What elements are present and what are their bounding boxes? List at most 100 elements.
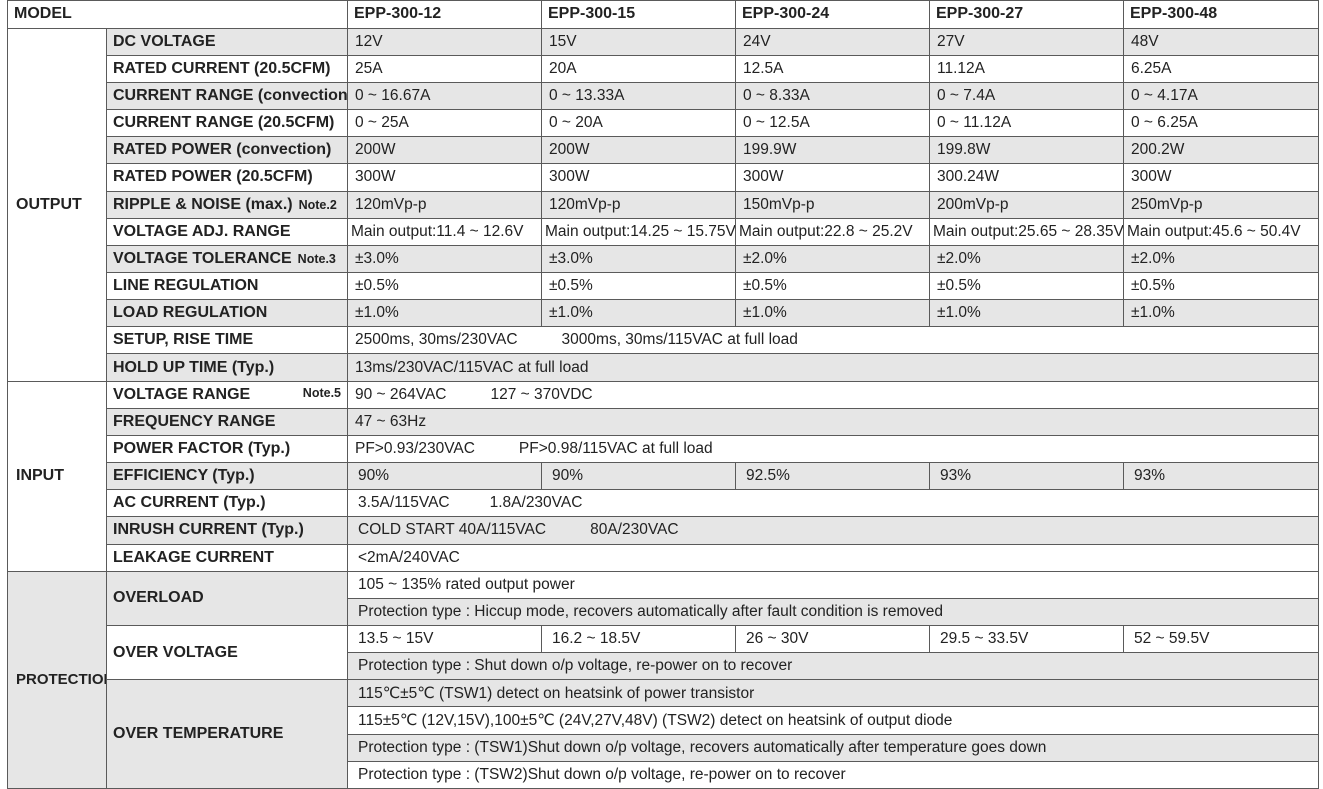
value-cell: ±1.0%: [347, 299, 542, 328]
group-input: INPUT: [7, 380, 107, 572]
row-load-regulation: LOAD REGULATION ±1.0% ±1.0% ±1.0% ±1.0% …: [8, 299, 1319, 328]
value-text: PF>0.98/115VAC at full load: [518, 439, 713, 457]
value-cell: Main output:22.8 ~ 25.2V: [735, 217, 930, 246]
row-label: HOLD UP TIME (Typ.): [106, 353, 348, 382]
header-row: MODEL EPP-300-12 EPP-300-15 EPP-300-24 E…: [7, 0, 1319, 29]
row-rated-current: RATED CURRENT (20.5CFM) 25A 20A 12.5A 11…: [8, 54, 1319, 83]
row-voltage-range: INPUT VOLTAGE RANGE Note.5 90 ~ 264VAC 127…: [7, 380, 1319, 572]
value-cell: 300.24W: [929, 163, 1124, 192]
row-voltage-adj-range: VOLTAGE ADJ. RANGE Main output:11.4 ~ 12…: [8, 217, 1319, 246]
value-cell: ±2.0%: [735, 244, 930, 273]
value-cell: ±2.0%: [1123, 244, 1319, 273]
row-label: AC CURRENT (Typ.): [106, 489, 348, 518]
value-text: 3.5A/115VAC: [358, 494, 450, 512]
row-overload-2: Protection type : Hiccup mode, recovers …: [8, 597, 1319, 627]
value-cell: 0 ~ 7.4A: [929, 81, 1124, 111]
value-cell: 120mVp-p: [347, 190, 542, 219]
value-cell: 0 ~ 13.33A: [541, 81, 736, 111]
value-cell: 0 ~ 12.5A: [735, 109, 930, 138]
value-cell: 11.12A: [929, 54, 1124, 83]
row-overload-1: PROTECTION OVERLOAD 105 ~ 135% rated out…: [7, 570, 1319, 789]
value-cell: ±0.5%: [347, 271, 542, 301]
row-label: LEAKAGE CURRENT: [106, 543, 348, 572]
row-ripple-noise: RIPPLE & NOISE (max.) Note.2 120mVp-p 120…: [8, 190, 1319, 219]
value-cell: 29.5 ~ 33.5V: [929, 624, 1124, 654]
value-cell: 199.9W: [735, 136, 930, 165]
value-cell: ±1.0%: [1123, 299, 1319, 328]
value-cell: Main output:11.4 ~ 12.6V: [347, 217, 542, 246]
row-label: RIPPLE & NOISE (max.) Note.2: [106, 190, 348, 219]
value-cell: 0 ~ 6.25A: [1123, 109, 1319, 138]
group-output: OUTPUT: [7, 27, 107, 382]
value-cell: 200.2W: [1123, 136, 1319, 165]
value-cell: 0 ~ 16.67A: [347, 81, 542, 111]
value-cell: 25A: [347, 54, 542, 83]
model-header: EPP-300-27: [929, 0, 1124, 29]
row-label: OVERLOAD: [106, 570, 348, 627]
row-label: OVER VOLTAGE: [106, 624, 348, 681]
value-cell: 105 ~ 135% rated output power: [347, 570, 1319, 599]
row-rated-power-convection: RATED POWER (convection) 200W 200W 199.9…: [8, 136, 1319, 165]
value-cell: 24V: [735, 27, 930, 56]
value-cell: 199.8W: [929, 136, 1124, 165]
value-text: 80A/230VAC: [590, 521, 679, 539]
value-cell: Protection type : (TSW2)Shut down o/p vo…: [347, 760, 1319, 789]
row-current-range-cfm: CURRENT RANGE (20.5CFM) 0 ~ 25A 0 ~ 20A …: [8, 109, 1319, 138]
value-cell: 6.25A: [1123, 54, 1319, 83]
value-cell: ±1.0%: [541, 299, 736, 328]
value-cell: 3.5A/115VAC 1.8A/230VAC: [347, 489, 1319, 518]
value-cell: 16.2 ~ 18.5V: [541, 624, 736, 654]
row-label: CURRENT RANGE (convection): [106, 81, 348, 111]
value-cell: ±1.0%: [929, 299, 1124, 328]
row-power-factor: POWER FACTOR (Typ.) PF>0.93/230VAC PF>0.9…: [8, 434, 1319, 464]
value-cell: 115℃±5℃ (TSW1) detect on heatsink of pow…: [347, 679, 1319, 708]
value-cell: 48V: [1123, 27, 1319, 56]
row-over-temperature-3: Protection type : (TSW1)Shut down o/p vo…: [8, 733, 1319, 762]
value-cell: 0 ~ 11.12A: [929, 109, 1124, 138]
row-hold-up-time: HOLD UP TIME (Typ.) 13ms/230VAC/115VAC a…: [8, 353, 1319, 382]
value-text: 3000ms, 30ms/115VAC at full load: [561, 331, 798, 349]
value-cell: Protection type : Shut down o/p voltage,…: [347, 652, 1319, 681]
row-current-range-convection: CURRENT RANGE (convection) 0 ~ 16.67A 0 …: [8, 81, 1319, 111]
value-cell: Protection type : Hiccup mode, recovers …: [347, 597, 1319, 627]
value-cell: 90%: [347, 462, 542, 491]
row-frequency-range: FREQUENCY RANGE 47 ~ 63Hz: [8, 407, 1319, 436]
row-label: LINE REGULATION: [106, 271, 348, 301]
value-cell: 0 ~ 8.33A: [735, 81, 930, 111]
note-ref: Note.5: [302, 385, 341, 400]
value-cell: ±0.5%: [735, 271, 930, 301]
value-cell: 200W: [541, 136, 736, 165]
value-cell: Main output:14.25 ~ 15.75V: [541, 217, 736, 246]
row-label: OVER TEMPERATURE: [106, 679, 348, 789]
value-cell: 200W: [347, 136, 542, 165]
row-label: RATED CURRENT (20.5CFM): [106, 54, 348, 83]
value-cell: 90%: [541, 462, 736, 491]
value-text: COLD START 40A/115VAC: [358, 521, 547, 539]
value-cell: 92.5%: [735, 462, 930, 491]
row-inrush-current: INRUSH CURRENT (Typ.) COLD START 40A/115…: [8, 516, 1319, 545]
row-label: VOLTAGE TOLERANCE Note.3: [106, 244, 348, 273]
value-cell: 26 ~ 30V: [735, 624, 930, 654]
row-rated-power-cfm: RATED POWER (20.5CFM) 300W 300W 300W 300…: [8, 163, 1319, 192]
value-text: 1.8A/230VAC: [489, 494, 583, 512]
value-cell: ±0.5%: [929, 271, 1124, 301]
value-cell: PF>0.93/230VAC PF>0.98/115VAC at full loa…: [347, 434, 1319, 464]
value-cell: Main output:45.6 ~ 50.4V: [1123, 217, 1319, 246]
model-label: MODEL: [7, 0, 348, 29]
value-cell: 13ms/230VAC/115VAC at full load: [347, 353, 1319, 382]
value-cell: ±2.0%: [929, 244, 1124, 273]
row-label: CURRENT RANGE (20.5CFM): [106, 109, 348, 138]
value-cell: 15V: [541, 27, 736, 56]
value-cell: 93%: [929, 462, 1124, 491]
value-cell: 300W: [1123, 163, 1319, 192]
row-over-temperature-4: Protection type : (TSW2)Shut down o/p vo…: [8, 760, 1319, 789]
value-cell: 0 ~ 25A: [347, 109, 542, 138]
row-setup-rise-time: SETUP, RISE TIME 2500ms, 30ms/230VAC 3000…: [8, 326, 1319, 355]
value-cell: ±1.0%: [735, 299, 930, 328]
model-header: EPP-300-15: [541, 0, 736, 29]
row-label: SETUP, RISE TIME: [106, 326, 348, 355]
row-label: RATED POWER (convection): [106, 136, 348, 165]
value-cell: 90 ~ 264VAC 127 ~ 370VDC: [347, 380, 1319, 409]
model-header: EPP-300-48: [1123, 0, 1319, 29]
value-cell: ±3.0%: [541, 244, 736, 273]
